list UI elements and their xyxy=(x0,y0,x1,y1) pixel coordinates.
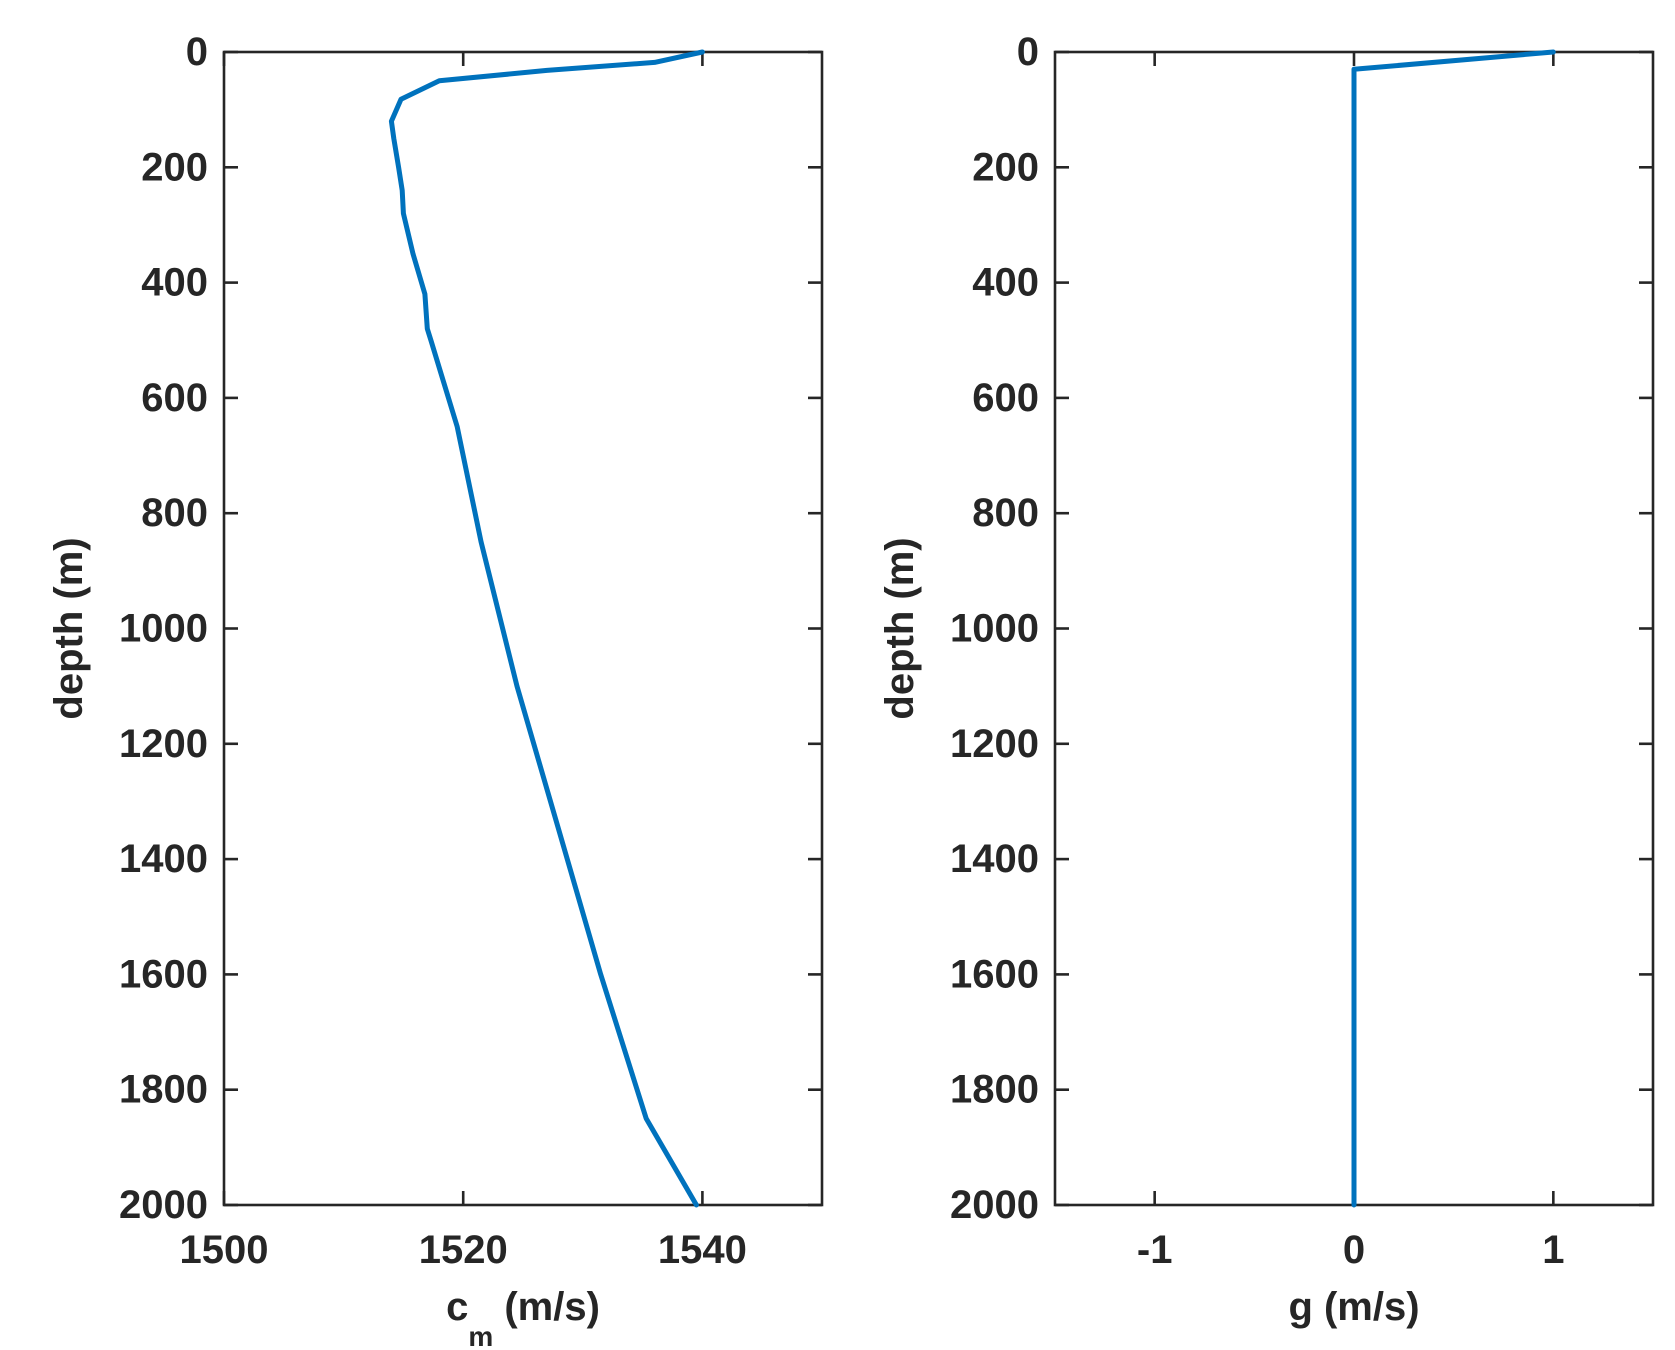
x-axis-label: cm (m/s) xyxy=(446,1285,600,1350)
y-tick-label: 800 xyxy=(972,491,1039,535)
x-axis-label-units: (m/s) xyxy=(1313,1285,1420,1329)
y-axis-label: depth (m) xyxy=(878,537,922,719)
y-tick-label: 1400 xyxy=(950,837,1039,881)
x-axis-label-symbol: c xyxy=(446,1285,468,1329)
y-tick-label: 400 xyxy=(972,261,1039,305)
y-tick-label: 1800 xyxy=(119,1068,208,1112)
x-tick-label: 1540 xyxy=(658,1228,747,1272)
x-axis-label-units: (m/s) xyxy=(493,1285,600,1329)
y-tick-label: 1800 xyxy=(950,1068,1039,1112)
y-tick-label: 1000 xyxy=(119,607,208,651)
y-axis-label: depth (m) xyxy=(47,537,91,719)
series-line xyxy=(388,49,705,1208)
axes-frame xyxy=(222,50,824,1207)
y-tick-label: 1600 xyxy=(119,952,208,996)
x-axis-label-subscript: m xyxy=(468,1321,493,1350)
y-tick-label: 200 xyxy=(972,145,1039,189)
y-tick-label: 2000 xyxy=(119,1183,208,1227)
x-axis-label: g (m/s) xyxy=(1288,1285,1419,1329)
x-tick-label: 1 xyxy=(1542,1228,1564,1272)
panel-sound-speed: 0 200 400 600 800 1000 1200 1400 1600 1800 2000150… xyxy=(47,30,824,1350)
y-tick-label: 1400 xyxy=(119,837,208,881)
y-tick-label: 1600 xyxy=(950,952,1039,996)
x-tick-label: -1 xyxy=(1137,1228,1173,1272)
y-tick-label: 1200 xyxy=(950,722,1039,766)
x-tick-label: 0 xyxy=(1343,1228,1365,1272)
x-axis-label-symbol: g xyxy=(1288,1285,1312,1329)
y-tick-label: 600 xyxy=(141,376,208,420)
y-tick-label: 1200 xyxy=(119,722,208,766)
y-tick-label: 2000 xyxy=(950,1183,1039,1227)
panel-g-profile: 0 200 400 600 800 1000 1200 1400 1600 1800 2000 -1 0… xyxy=(878,30,1655,1329)
y-tick-label: 0 xyxy=(186,30,208,74)
y-tick-label: 1000 xyxy=(950,607,1039,651)
series-line xyxy=(1351,49,1556,1208)
x-tick-label: 1520 xyxy=(419,1228,508,1272)
y-tick-label: 400 xyxy=(141,261,208,305)
x-tick-label: 1500 xyxy=(180,1228,269,1272)
y-tick-label: 200 xyxy=(141,145,208,189)
y-tick-label: 0 xyxy=(1017,30,1039,74)
y-tick-label: 600 xyxy=(972,376,1039,420)
y-tick-label: 800 xyxy=(141,491,208,535)
